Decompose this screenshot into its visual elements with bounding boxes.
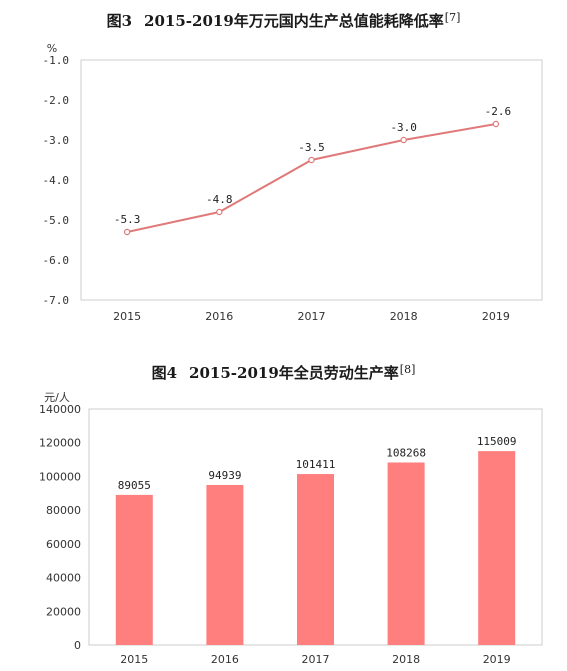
chart2-y-tick-label: 120000 xyxy=(39,437,81,450)
chart1-data-label: -2.6 xyxy=(485,105,512,118)
chart2-data-label: 89055 xyxy=(118,479,151,492)
chart1-y-tick-label: -2.0 xyxy=(43,94,70,107)
chart1-y-tick-label: -6.0 xyxy=(43,254,70,267)
chart2-y-axis-unit: 元/人 xyxy=(44,391,70,404)
chart1-x-tick-label: 2015 xyxy=(113,310,141,323)
chart2-title-text: 2015-2019年全员劳动生产率 xyxy=(189,364,399,382)
chart2-bar xyxy=(478,451,516,645)
chart2-bar xyxy=(115,494,153,645)
chart1-title-ref: [7] xyxy=(444,11,461,24)
chart2-title: 图4 2015-2019年全员劳动生产率[8] xyxy=(0,362,567,383)
chart1-data-point xyxy=(400,136,407,144)
chart1-data-point xyxy=(308,156,315,164)
chart1-data-point xyxy=(492,120,500,128)
chart2-title-ref: [8] xyxy=(399,363,416,376)
chart1-data-point xyxy=(216,208,223,216)
chart1-x-tick-label: 2017 xyxy=(298,310,326,323)
chart2-bar xyxy=(387,462,425,645)
chart2-y-tick-label: 80000 xyxy=(46,504,81,517)
chart1-x-tick-label: 2018 xyxy=(390,310,418,323)
chart2-bar xyxy=(206,484,244,645)
chart1-y-tick-label: -5.0 xyxy=(43,214,70,227)
chart1-y-tick-label: -4.0 xyxy=(43,174,70,187)
chart1-y-tick-label: -7.0 xyxy=(43,294,70,307)
chart1-y-tick-label: -1.0 xyxy=(43,54,70,67)
chart1-fig-number: 图3 xyxy=(106,12,133,30)
chart2-x-tick-label: 2016 xyxy=(211,653,239,666)
chart2-data-label: 108268 xyxy=(386,446,426,459)
chart1-plot-area xyxy=(80,59,543,301)
chart1-data-point xyxy=(123,228,131,236)
chart1-y-tick-label: -3.0 xyxy=(43,134,70,147)
chart2-y-tick-label: 0 xyxy=(74,639,81,652)
chart2-data-label: 94939 xyxy=(208,469,241,482)
chart2-x-tick-label: 2019 xyxy=(483,653,511,666)
chart1-title-text: 2015-2019年万元国内生产总值能耗降低率 xyxy=(144,12,444,30)
chart2-y-tick-label: 40000 xyxy=(46,572,81,585)
chart1-data-label: -3.5 xyxy=(298,141,325,154)
chart2-bar xyxy=(297,474,334,645)
chart2-data-label: 101411 xyxy=(296,458,336,471)
chart2-y-tick-label: 60000 xyxy=(46,538,81,551)
chart2-data-label: 115009 xyxy=(477,435,517,448)
chart1-y-axis-unit: % xyxy=(47,42,57,55)
chart2-x-tick-label: 2015 xyxy=(120,653,148,666)
chart2-y-tick-label: 100000 xyxy=(39,470,81,483)
chart2-y-tick-label: 140000 xyxy=(39,403,81,416)
chart2-x-tick-label: 2017 xyxy=(302,653,330,666)
chart1-x-tick-label: 2016 xyxy=(205,310,233,323)
chart1-data-label: -3.0 xyxy=(390,121,417,134)
chart1-x-tick-label: 2019 xyxy=(482,310,510,323)
chart2-y-tick-label: 20000 xyxy=(46,605,81,618)
energy-intensity-line-chart: % -1.0 -2.0 -3.0 -4.0 -5.0 -6.0 -7.0 2015 2016 2… xyxy=(43,42,543,323)
chart1-data-label: -4.8 xyxy=(206,193,233,206)
chart1-title: 图3 2015-2019年万元国内生产总值能耗降低率[7] xyxy=(0,10,567,31)
chart2-x-tick-label: 2018 xyxy=(392,653,420,666)
chart2-fig-number: 图4 xyxy=(151,364,178,382)
chart1-data-label: -5.3 xyxy=(114,213,141,226)
